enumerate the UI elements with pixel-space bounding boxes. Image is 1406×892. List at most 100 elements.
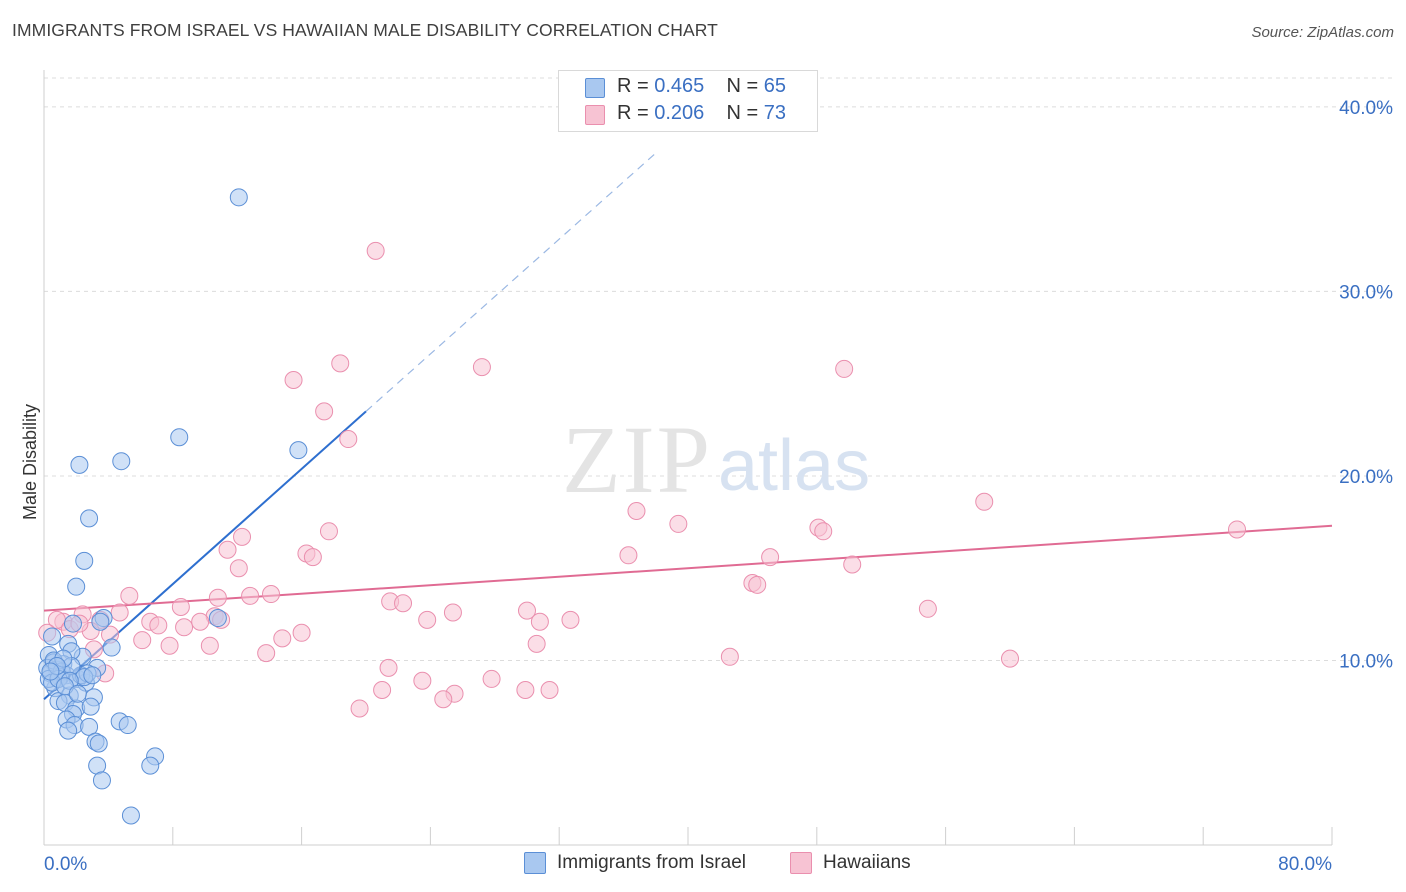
israel-point	[141, 756, 160, 775]
hawaiian-point	[472, 358, 491, 377]
hawaiian-point	[175, 618, 194, 637]
legend-r-label: R =	[617, 75, 655, 97]
hawaiian-point	[379, 658, 398, 677]
israel-point	[208, 609, 227, 628]
hawaiian-point	[350, 699, 369, 718]
israel-points	[38, 188, 308, 825]
hawaiian-point	[303, 548, 322, 567]
hawaiian-point	[366, 241, 385, 260]
hawaiian-point	[516, 681, 535, 699]
hawaiian-point	[120, 586, 139, 605]
hawaiian-point	[669, 514, 688, 533]
israel-point	[89, 734, 108, 753]
hawaiian-point	[191, 612, 210, 631]
chart-title: IMMIGRANTS FROM ISRAEL VS HAWAIIAN MALE …	[12, 20, 718, 40]
x-tick-label: 80.0%	[1278, 854, 1332, 875]
legend-label-hawaiian: Hawaiians	[823, 852, 911, 873]
legend-swatch-israel	[524, 852, 546, 874]
hawaiian-point	[1228, 520, 1247, 539]
hawaiian-point	[394, 594, 413, 613]
israel-point	[91, 612, 110, 631]
legend-n-value: 65	[763, 75, 787, 97]
hawaiian-point	[540, 681, 559, 699]
israel-point	[75, 551, 94, 570]
israel-point	[80, 509, 99, 528]
hawaiian-point	[373, 681, 392, 699]
hawaiian-point	[319, 522, 338, 541]
y-tick-label: 40.0%	[1339, 98, 1393, 119]
x-ticks	[172, 827, 1333, 845]
hawaiian-point	[1001, 649, 1019, 668]
hawaiian-point	[443, 603, 462, 622]
watermark-zip: ZIP	[562, 406, 712, 513]
israel-point	[41, 662, 60, 681]
legend-n-label: N =	[726, 75, 764, 97]
hawaiian-point	[918, 599, 937, 618]
hawaiian-point	[149, 616, 168, 635]
israel-point	[81, 697, 100, 716]
source-label: Source: ZipAtlas.com	[1251, 24, 1394, 41]
hawaiian-point	[619, 546, 638, 565]
israel-point	[67, 577, 86, 596]
legend-n-label: N =	[726, 102, 764, 124]
hawaiian-point	[284, 371, 303, 389]
israel-point	[68, 684, 87, 703]
x-tick-labels: 0.0% 80.0%	[44, 854, 1332, 875]
hawaiian-point	[331, 354, 350, 373]
legend-swatch-israel	[585, 78, 605, 98]
legend-r-value: 0.206	[654, 102, 705, 124]
hawaiian-point	[133, 631, 152, 650]
hawaiian-point	[527, 634, 546, 653]
hawaiian-point	[229, 559, 248, 578]
hawaiian-point	[233, 527, 252, 546]
israel-point	[112, 452, 131, 471]
hawaiian-point	[761, 548, 780, 567]
hawaiian-point	[843, 555, 862, 574]
israel-point	[102, 638, 121, 657]
hawaiian-point	[434, 690, 453, 709]
israel-point	[59, 721, 78, 740]
hawaiian-point	[627, 502, 646, 521]
hawaiian-point	[561, 610, 580, 629]
watermark-atlas: atlas	[718, 426, 870, 506]
legend-swatch-hawaiian	[585, 105, 605, 125]
israel-point	[63, 614, 82, 633]
hawaiian-point	[218, 540, 237, 559]
hawaiian-point	[975, 492, 994, 511]
y-tick-label: 20.0%	[1339, 467, 1393, 488]
legend-n-value: 73	[763, 102, 787, 124]
hawaiian-point	[482, 669, 501, 688]
y-tick-label: 10.0%	[1339, 651, 1393, 672]
watermark: ZIP atlas	[562, 406, 870, 513]
hawaiian-point	[315, 402, 334, 421]
hawaiian-point	[160, 636, 179, 655]
hawaiian-point	[262, 585, 281, 604]
x-tick-label: 0.0%	[44, 854, 87, 875]
legend-swatch-hawaiian	[790, 852, 812, 874]
hawaiian-point	[339, 430, 358, 449]
hawaiian-point	[241, 586, 260, 605]
hawaiian-point	[418, 610, 437, 629]
hawaiian-point	[257, 644, 276, 663]
israel-point	[170, 428, 189, 447]
hawaiian-point	[171, 597, 190, 616]
israel-point	[43, 627, 62, 646]
israel-point	[70, 455, 89, 474]
legend-label-israel: Immigrants from Israel	[557, 852, 746, 873]
hawaiian-point	[208, 588, 227, 607]
hawaiian-point	[720, 647, 739, 666]
hawaiian-point	[292, 623, 311, 642]
israel-point	[83, 666, 102, 685]
trend-line-israel-extension	[365, 152, 657, 412]
y-tick-labels: 10.0% 20.0% 30.0% 40.0%	[1339, 98, 1393, 673]
hawaiian-point	[835, 359, 854, 378]
israel-point	[229, 188, 248, 207]
israel-point	[121, 806, 140, 825]
hawaiian-point	[530, 612, 549, 631]
hawaiian-point	[413, 671, 432, 690]
y-tick-label: 30.0%	[1339, 282, 1393, 303]
hawaiian-point	[110, 603, 129, 622]
israel-point	[289, 441, 308, 460]
y-axis-label: Male Disability	[20, 403, 40, 520]
